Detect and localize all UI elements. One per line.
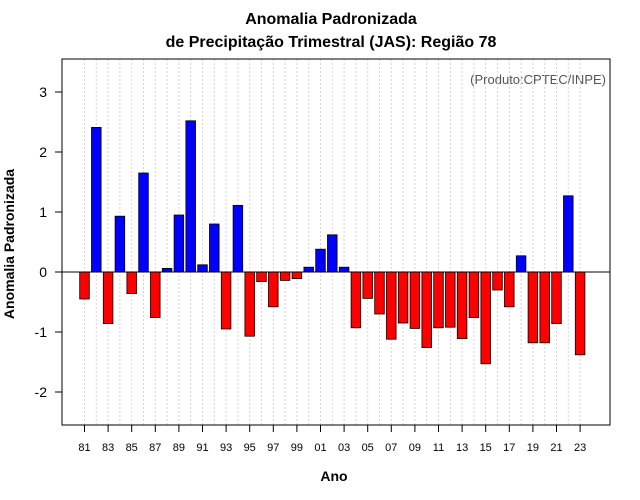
bar-97: [268, 271, 279, 308]
bar-82: [91, 127, 102, 273]
bar-03: [338, 266, 350, 273]
bar-13: [456, 271, 468, 339]
bar-12: [445, 271, 456, 328]
bar-21: [551, 271, 562, 324]
bar-06: [374, 271, 385, 315]
bars: [79, 120, 586, 365]
x-tick-label: 99: [291, 442, 303, 454]
bar-85: [126, 271, 137, 295]
y-tick-label: -1: [35, 324, 48, 340]
bar-89: [173, 214, 185, 273]
y-tick-label: 0: [39, 264, 47, 280]
x-tick-label: 23: [574, 442, 586, 454]
bar-04: [350, 271, 362, 329]
bar-93: [220, 271, 232, 330]
x-tick-label: 87: [149, 442, 161, 454]
x-tick-label: 15: [480, 442, 492, 454]
bar-23: [574, 271, 586, 356]
bar-05: [362, 271, 373, 299]
bar-88: [161, 267, 173, 273]
y-tick-label: 1: [39, 204, 47, 220]
product-credit: (Produto:CPTEC/INPE): [470, 72, 606, 87]
bar-96: [256, 271, 267, 283]
bar-11: [433, 271, 444, 329]
x-tick-label: 83: [102, 442, 114, 454]
bar-84: [114, 215, 126, 273]
bar-95: [244, 271, 255, 337]
bar-15: [480, 271, 491, 365]
x-tick-label: 11: [433, 442, 444, 454]
x-tick-label: 13: [456, 442, 468, 454]
x-tick-label: 89: [173, 442, 185, 454]
bar-99: [291, 271, 303, 279]
bar-98: [279, 271, 291, 281]
bar-08: [397, 271, 409, 324]
x-tick-label: 01: [314, 442, 326, 454]
x-tick-label: 95: [244, 442, 256, 454]
x-tick-label: 19: [527, 442, 539, 454]
x-tick-label: 97: [267, 442, 279, 454]
bar-86: [138, 172, 149, 273]
x-tick-label: 07: [385, 442, 397, 454]
x-tick-label: 91: [196, 442, 208, 454]
x-tick-label: 81: [78, 442, 90, 454]
x-tick-label: 21: [550, 442, 562, 454]
bar-19: [527, 271, 539, 344]
bar-22: [563, 195, 574, 273]
gridlines: [84, 59, 581, 425]
bar-20: [539, 271, 550, 344]
y-axis: -2 -1 0 1 2 3: [35, 84, 63, 400]
bar-83: [102, 271, 114, 324]
bar-07: [386, 271, 397, 340]
bar-02: [327, 234, 338, 273]
bar-09: [409, 271, 421, 329]
bar-10: [421, 271, 432, 348]
chart-title-line1: Anomalia Padronizada: [245, 11, 417, 28]
bar-81: [79, 271, 90, 300]
x-tick-label: 17: [503, 442, 515, 454]
x-tick-label: 93: [220, 442, 232, 454]
bar-94: [232, 204, 244, 273]
bar-91: [197, 264, 208, 273]
bar-01: [315, 248, 326, 273]
x-axis: 81 83 85 87 89 91 93 95 97 99 01 03 05 07 09 11 13 15 17 19…: [78, 424, 586, 454]
bar-17: [504, 271, 515, 308]
y-tick-label: 2: [39, 144, 47, 160]
x-axis-title: Ano: [320, 468, 347, 484]
x-tick-label: 85: [126, 442, 138, 454]
bar-14: [468, 271, 480, 318]
x-tick-label: 09: [409, 442, 421, 454]
x-tick-label: 03: [338, 442, 350, 454]
y-tick-label: -2: [35, 384, 48, 400]
y-tick-label: 3: [39, 84, 47, 100]
bar-16: [492, 271, 503, 291]
bar-90: [185, 120, 196, 273]
bar-18: [515, 255, 527, 273]
chart-title-line2: de Precipitação Trimestral (JAS): Região…: [166, 34, 497, 51]
bar-00: [303, 266, 314, 273]
bar-87: [150, 271, 161, 318]
y-axis-title: Anomalia Padronizada: [1, 169, 17, 319]
x-tick-label: 05: [362, 442, 374, 454]
bar-92: [209, 223, 220, 273]
